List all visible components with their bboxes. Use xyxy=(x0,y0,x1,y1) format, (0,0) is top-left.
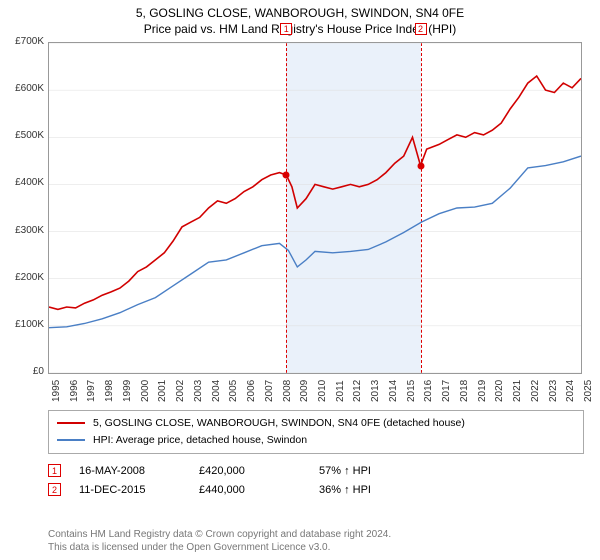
marker-box-2: 2 xyxy=(415,23,427,35)
y-axis-label: £400K xyxy=(2,177,44,188)
x-axis-label: 1999 xyxy=(122,380,133,402)
footer-text: Contains HM Land Registry data © Crown c… xyxy=(48,528,584,554)
title-line1: 5, GOSLING CLOSE, WANBOROUGH, SWINDON, S… xyxy=(136,6,464,20)
y-axis-label: £500K xyxy=(2,130,44,141)
x-axis-label: 2004 xyxy=(211,380,222,402)
y-axis-label: £0 xyxy=(2,366,44,377)
event-date-1: 16-MAY-2008 xyxy=(79,465,199,477)
footer-line2: This data is licensed under the Open Gov… xyxy=(48,542,330,553)
legend-row-hpi: HPI: Average price, detached house, Swin… xyxy=(57,432,575,449)
x-axis-label: 1998 xyxy=(104,380,115,402)
x-axis-label: 2005 xyxy=(228,380,239,402)
y-axis-label: £700K xyxy=(2,36,44,47)
x-axis-label: 2001 xyxy=(157,380,168,402)
x-axis-label: 2013 xyxy=(370,380,381,402)
legend-swatch-property xyxy=(57,422,85,424)
legend-label-hpi: HPI: Average price, detached house, Swin… xyxy=(93,432,307,449)
legend-box: 5, GOSLING CLOSE, WANBOROUGH, SWINDON, S… xyxy=(48,410,584,454)
x-axis-label: 2010 xyxy=(317,380,328,402)
x-axis-label: 2011 xyxy=(335,380,346,402)
y-axis-label: £600K xyxy=(2,83,44,94)
event-price-2: £440,000 xyxy=(199,484,319,496)
x-axis-label: 2000 xyxy=(140,380,151,402)
x-axis-label: 2020 xyxy=(494,380,505,402)
event-box-2: 2 xyxy=(48,483,61,496)
x-axis-label: 1995 xyxy=(51,380,62,402)
x-axis-label: 2024 xyxy=(565,380,576,402)
x-axis-label: 2018 xyxy=(459,380,470,402)
title-line2: Price paid vs. HM Land Registry's House … xyxy=(144,22,456,36)
x-axis-label: 2025 xyxy=(583,380,594,402)
event-pct-1: 57% ↑ HPI xyxy=(319,465,439,477)
x-axis-label: 2009 xyxy=(299,380,310,402)
x-axis-label: 2008 xyxy=(282,380,293,402)
y-axis-label: £200K xyxy=(2,272,44,283)
x-axis-label: 1996 xyxy=(69,380,80,402)
legend-row-property: 5, GOSLING CLOSE, WANBOROUGH, SWINDON, S… xyxy=(57,415,575,432)
chart-plot-area: 1 2 xyxy=(48,42,582,374)
x-axis-label: 2023 xyxy=(548,380,559,402)
marker-box-1: 1 xyxy=(280,23,292,35)
event-row-1: 1 16-MAY-2008 £420,000 57% ↑ HPI xyxy=(48,464,584,477)
x-axis-label: 2015 xyxy=(406,380,417,402)
y-axis-label: £100K xyxy=(2,319,44,330)
x-axis-label: 2007 xyxy=(264,380,275,402)
y-axis-label: £300K xyxy=(2,225,44,236)
event-date-2: 11-DEC-2015 xyxy=(79,484,199,496)
x-axis-label: 2021 xyxy=(512,380,523,402)
x-axis-label: 2016 xyxy=(423,380,434,402)
legend-label-property: 5, GOSLING CLOSE, WANBOROUGH, SWINDON, S… xyxy=(93,415,465,432)
chart-svg xyxy=(49,43,581,373)
x-axis-label: 1997 xyxy=(86,380,97,402)
events-table: 1 16-MAY-2008 £420,000 57% ↑ HPI 2 11-DE… xyxy=(48,458,584,502)
x-axis-label: 2017 xyxy=(441,380,452,402)
x-axis-label: 2012 xyxy=(352,380,363,402)
x-axis-label: 2022 xyxy=(530,380,541,402)
x-axis-label: 2006 xyxy=(246,380,257,402)
x-axis-label: 2014 xyxy=(388,380,399,402)
legend-swatch-hpi xyxy=(57,439,85,441)
event-price-1: £420,000 xyxy=(199,465,319,477)
x-axis-label: 2002 xyxy=(175,380,186,402)
event-box-1: 1 xyxy=(48,464,61,477)
footer-line1: Contains HM Land Registry data © Crown c… xyxy=(48,529,391,540)
event-pct-2: 36% ↑ HPI xyxy=(319,484,439,496)
x-axis-label: 2019 xyxy=(477,380,488,402)
x-axis-label: 2003 xyxy=(193,380,204,402)
event-row-2: 2 11-DEC-2015 £440,000 36% ↑ HPI xyxy=(48,483,584,496)
